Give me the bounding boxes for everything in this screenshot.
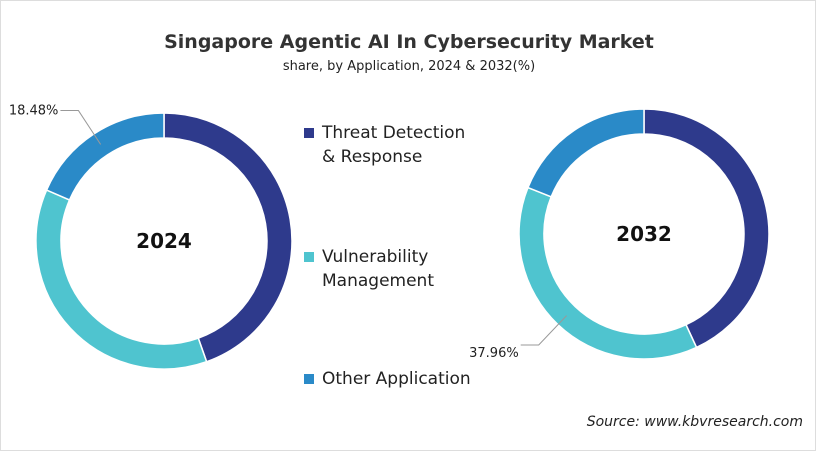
source: Source: www.kbvresearch.com	[586, 414, 803, 430]
legend-label: Vulnerability Management	[322, 247, 434, 291]
chart-title: Singapore Agentic AI In Cybersecurity Ma…	[164, 31, 654, 53]
donut-segment	[526, 108, 645, 198]
legend-item: Threat Detection & Response	[304, 121, 479, 169]
donut-segment	[45, 112, 165, 201]
donut-segment	[518, 186, 698, 360]
legend-swatch	[304, 252, 314, 262]
center-label: 2032	[616, 222, 672, 246]
legend-item: Vulnerability Management	[304, 245, 479, 293]
legend-label: Other Application	[322, 369, 471, 389]
leader-line	[520, 315, 567, 346]
legend-label: Threat Detection & Response	[322, 123, 466, 167]
data-label: 18.48%	[9, 104, 59, 119]
leader-line	[60, 110, 102, 145]
data-label: 37.96%	[469, 346, 519, 361]
legend-swatch	[304, 374, 314, 384]
donut-segment	[35, 189, 208, 370]
chart-subtitle: share, by Application, 2024 & 2032(%)	[282, 59, 536, 74]
legend-swatch	[304, 128, 314, 138]
legend-item: Other Application	[304, 367, 479, 391]
center-label: 2024	[136, 229, 192, 253]
